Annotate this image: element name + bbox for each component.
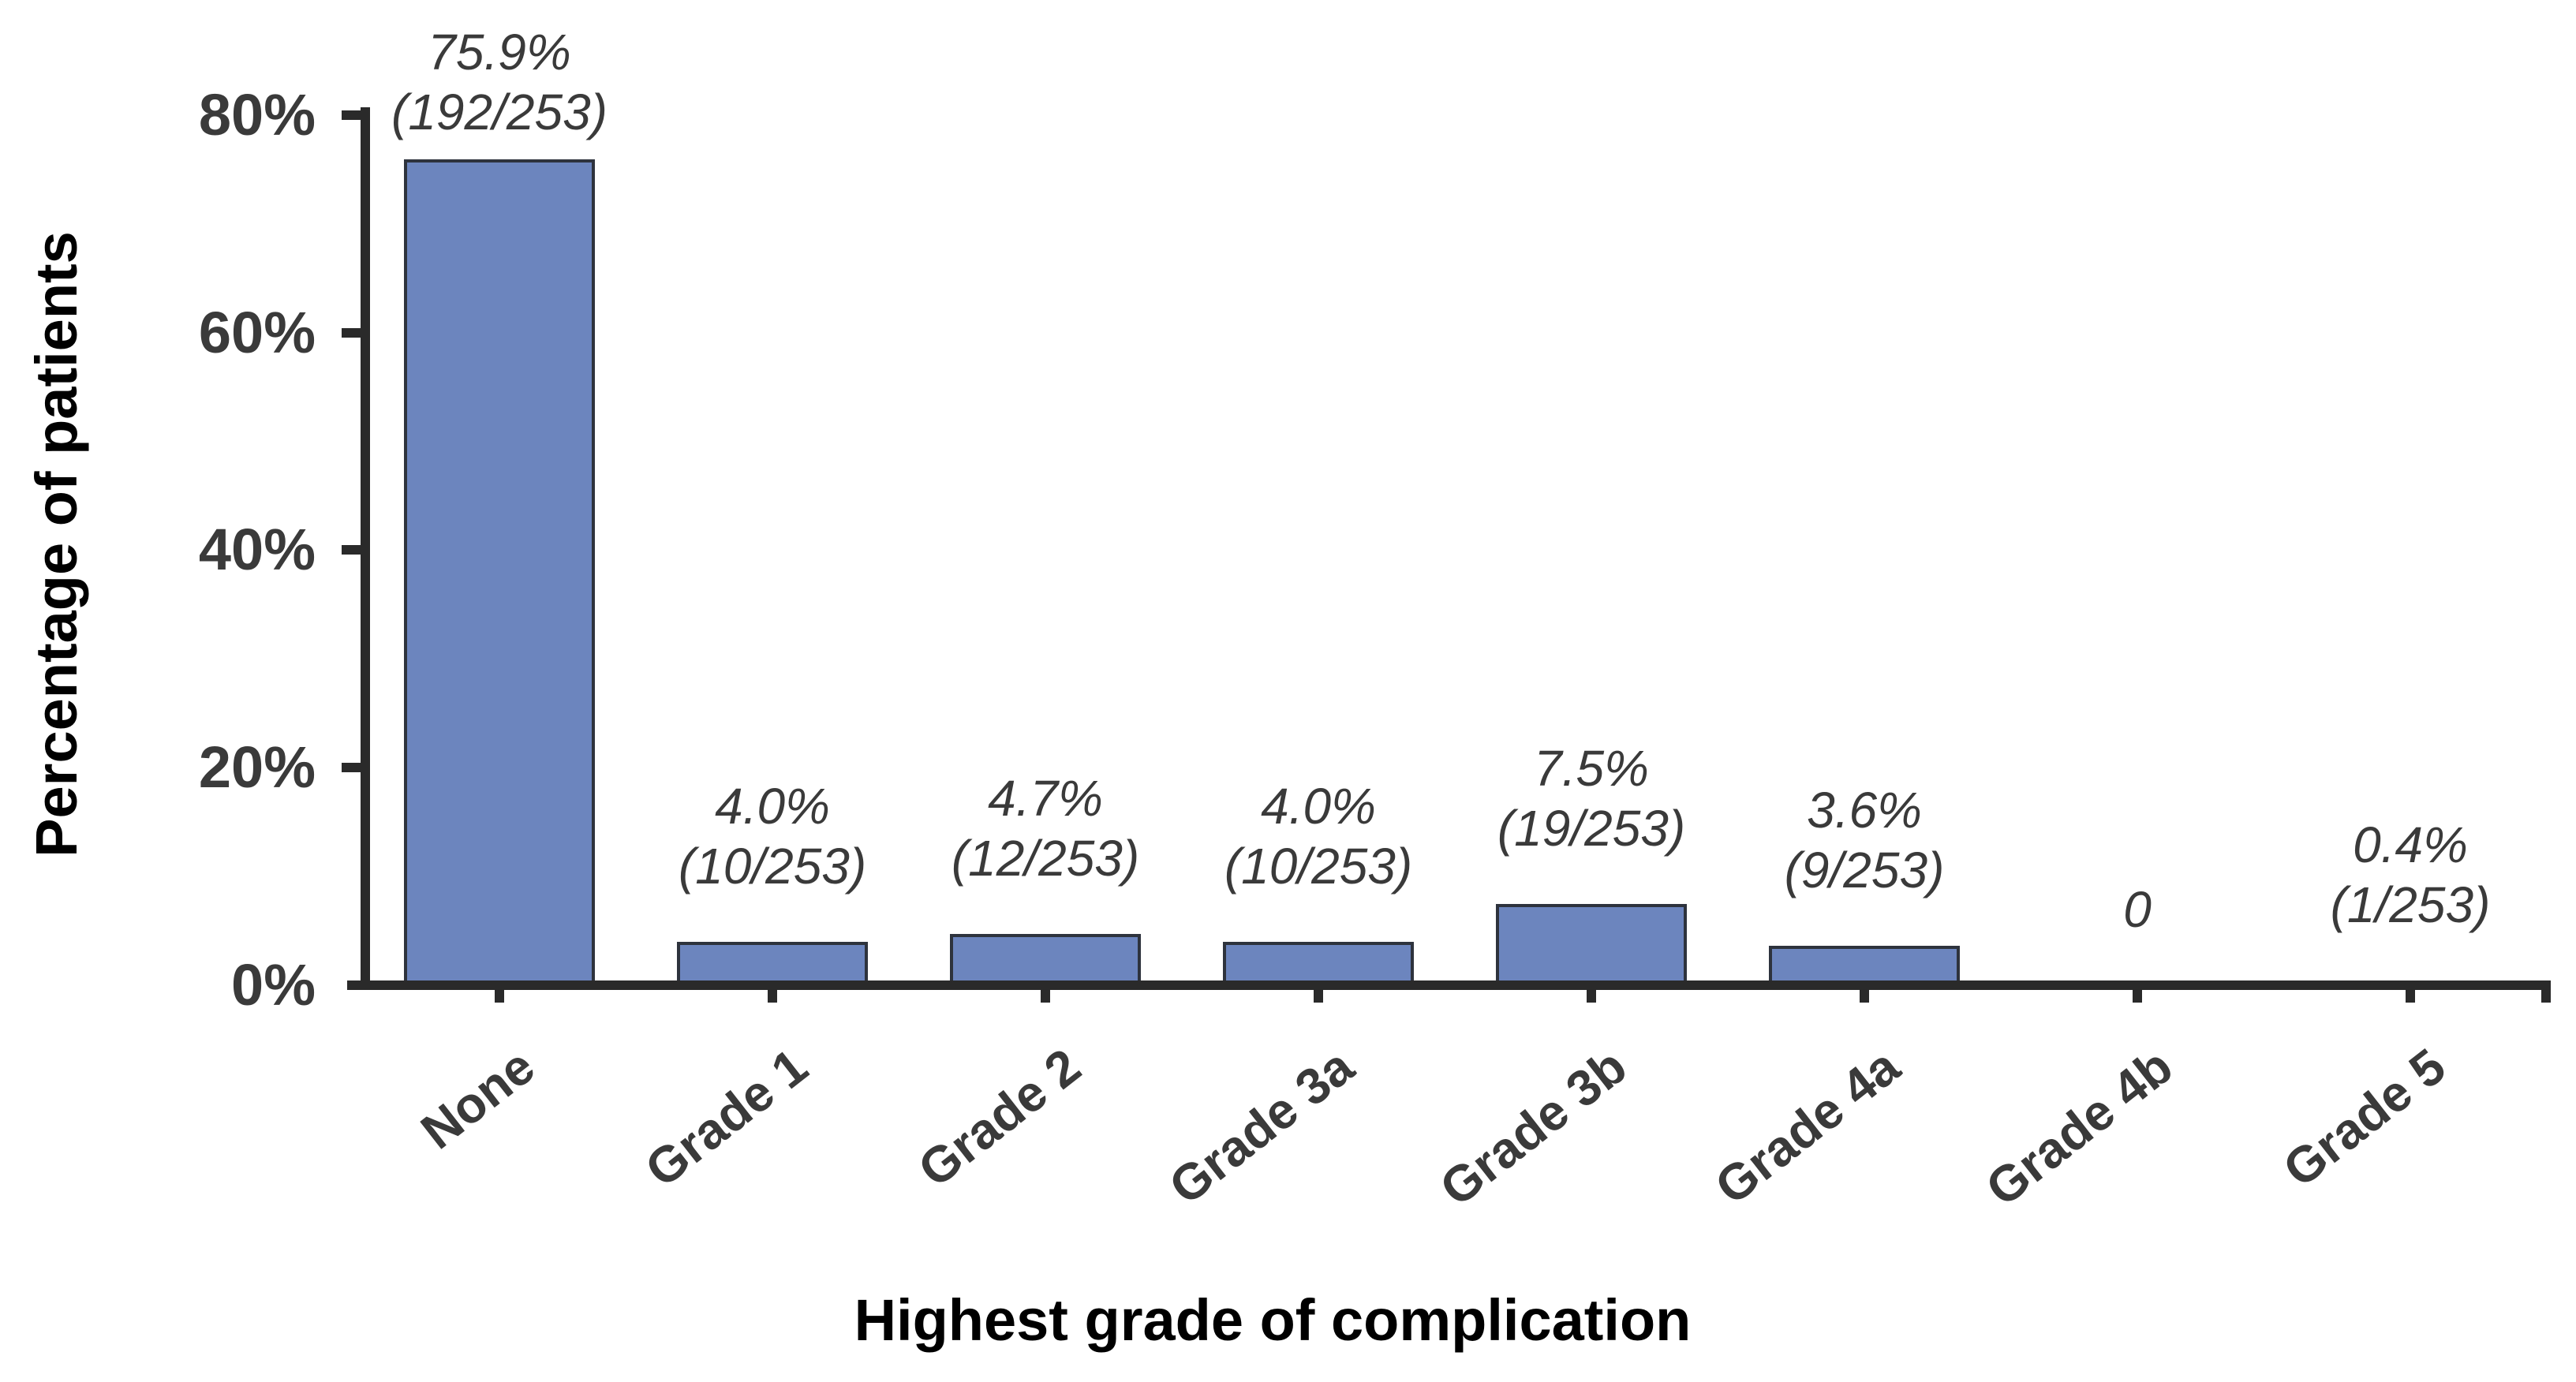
bar-value-label-line: 4.0% — [1261, 778, 1376, 835]
bar-grade-3b — [1496, 904, 1687, 985]
y-tick-80- — [342, 110, 361, 120]
x-axis-title: Highest grade of complication — [854, 1287, 1692, 1353]
bar-value-label-line: (192/253) — [391, 84, 608, 140]
y-tick-40- — [342, 545, 361, 555]
y-tick-20- — [342, 763, 361, 773]
bar-value-label-grade-2: 4.7% (12/253) — [840, 768, 1251, 888]
bar-value-label-line: 7.5% — [1534, 740, 1649, 797]
x-axis-end-tick — [2541, 990, 2551, 1003]
bar-value-label-line: (9/253) — [1784, 842, 1945, 898]
x-tick-grade-4a — [1860, 990, 1869, 1003]
y-tick-label-20-: 20% — [198, 734, 316, 801]
bar-grade-2 — [950, 934, 1141, 985]
bar-value-label-line: (12/253) — [951, 830, 1140, 887]
x-tick-grade-4b — [2133, 990, 2142, 1003]
bar-value-label-line: (10/253) — [1224, 838, 1413, 895]
bar-grade-1 — [677, 942, 868, 985]
bar-none — [404, 159, 595, 985]
bar-value-label-line: (10/253) — [678, 838, 867, 895]
y-axis-line — [361, 107, 370, 990]
bar-value-label-grade-5: 0.4% (1/253) — [2205, 815, 2576, 935]
y-tick-60- — [342, 327, 361, 338]
x-axis-line — [347, 980, 2551, 990]
y-tick-label-40-: 40% — [198, 517, 316, 583]
bar-value-label-line: 3.6% — [1807, 782, 1922, 839]
y-tick-label-60-: 60% — [198, 299, 316, 365]
x-tick-grade-5 — [2406, 990, 2415, 1003]
bar-value-label-line: 0.4% — [2353, 816, 2468, 873]
x-tick-grade-2 — [1041, 990, 1050, 1003]
bar-value-label-grade-3a: 4.0% (10/253) — [1113, 776, 1524, 896]
bar-value-label-none: 75.9% (192/253) — [294, 22, 705, 142]
x-tick-grade-3b — [1587, 990, 1596, 1003]
y-axis-title: Percentage of patients — [24, 231, 89, 857]
bar-value-label-line: 4.7% — [988, 770, 1103, 827]
bar-value-label-grade-4a: 3.6% (9/253) — [1659, 780, 2069, 900]
x-tick-grade-3a — [1314, 990, 1323, 1003]
x-tick-none — [495, 990, 504, 1003]
bar-value-label-line: 0 — [2123, 881, 2152, 938]
bar-value-label-grade-4b: 0 — [1932, 880, 2342, 939]
bar-grade-3a — [1223, 942, 1414, 985]
y-tick-label-0-: 0% — [231, 952, 316, 1018]
bar-value-label-line: 75.9% — [428, 24, 571, 80]
bar-value-label-line: (1/253) — [2330, 876, 2491, 933]
bar-value-label-grade-3b: 7.5% (19/253) — [1386, 738, 1796, 858]
bar-value-label-line: 4.0% — [715, 778, 830, 835]
bar-value-label-grade-1: 4.0% (10/253) — [567, 776, 978, 896]
x-tick-grade-1 — [768, 990, 777, 1003]
y-tick-label-80-: 80% — [198, 81, 316, 148]
bar-grade-4a — [1769, 946, 1960, 985]
bar-value-label-line: (19/253) — [1497, 800, 1686, 857]
